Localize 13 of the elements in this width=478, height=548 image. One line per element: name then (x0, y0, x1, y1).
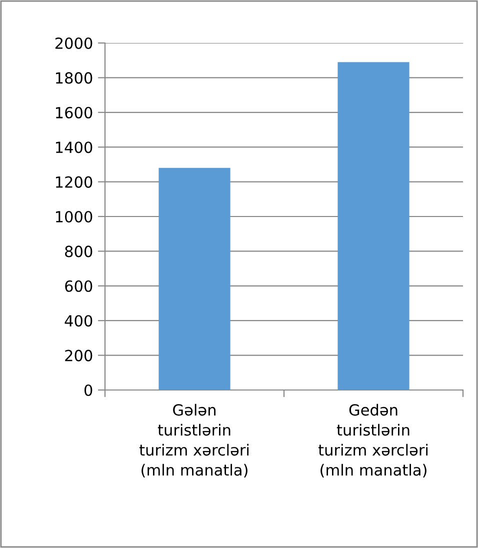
y-tick-label: 800 (65, 246, 92, 258)
y-tick-label: 0 (84, 384, 92, 396)
x-tick-label: Gedən turistlərin turizm xərcləri (mln manatla) (318, 404, 428, 478)
y-tick-label: 400 (64, 315, 92, 327)
y-tick-label: 200 (65, 350, 92, 362)
y-tick-label: 1400 (56, 142, 92, 154)
y-tick-label: 1600 (56, 106, 92, 118)
x-tick-label: Gələn turistlərin turizm xərcləri (mln manatla) (139, 404, 249, 478)
y-tick-label: 600 (65, 280, 92, 292)
y-tick-label: 1200 (56, 176, 92, 188)
y-tick-label: 2000 (55, 37, 92, 50)
y-tick-label: 1800 (56, 72, 92, 84)
y-tick-label: 1000 (56, 210, 92, 223)
